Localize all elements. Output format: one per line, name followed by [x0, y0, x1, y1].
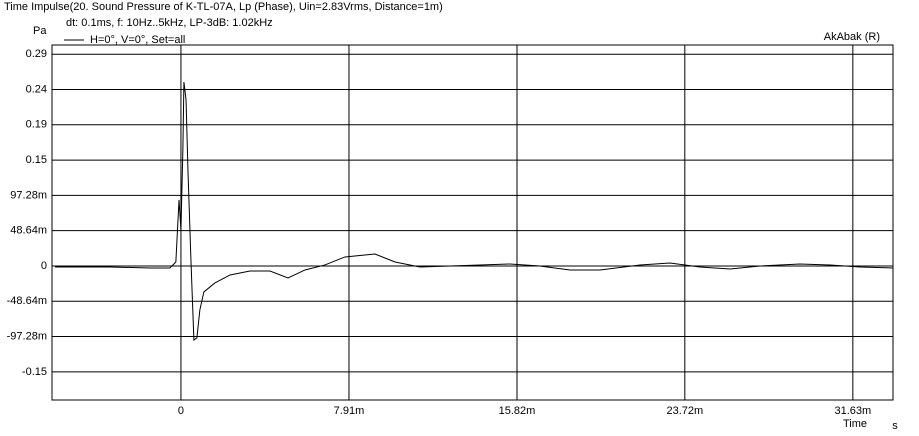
y-axis-label: Pa	[33, 25, 47, 37]
series-line	[54, 81, 893, 341]
y-tick-label: 48.64m	[10, 225, 47, 237]
chart-title: Time Impulse(20. Sound Pressure of K-TL-…	[4, 1, 443, 13]
y-tick-label: -48.64m	[7, 295, 47, 307]
y-tick-label: 0.15	[26, 154, 47, 166]
plot-frame	[51, 44, 894, 401]
x-tick-label: 7.91m	[334, 405, 365, 417]
y-tick-label: -0.15	[22, 366, 47, 378]
y-tick-label: 0.29	[26, 48, 47, 60]
x-axis-label: Time	[843, 418, 867, 430]
legend-label: H=0°, V=0°, Set=all	[90, 34, 185, 46]
chart-subtitle: dt: 0.1ms, f: 10Hz..5kHz, LP-3dB: 1.02kH…	[66, 17, 273, 29]
annotation: AkAbak (R)	[824, 31, 880, 43]
x-axis-unit: s	[892, 420, 898, 432]
y-tick-label: -97.28m	[7, 330, 47, 342]
x-tick-label: 15.82m	[499, 405, 536, 417]
y-tick-label: 0.19	[26, 119, 47, 131]
y-tick-label: 0.24	[26, 83, 47, 95]
y-tick-label: 97.28m	[10, 189, 47, 201]
x-tick-label: 0	[178, 405, 184, 417]
y-tick-label: 0	[41, 260, 47, 272]
x-tick-label: 23.72m	[666, 405, 703, 417]
x-tick-label: 31.63m	[834, 405, 871, 417]
